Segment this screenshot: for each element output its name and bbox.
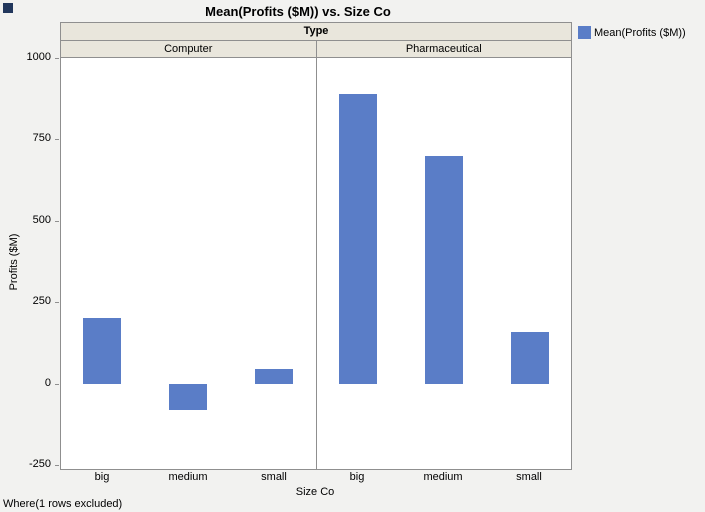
x-tick-label-computer-big: big [94,471,110,483]
x-tick-label-pharmaceutical-small: small [516,471,542,483]
y-tick-label: -250 [28,458,51,470]
y-tick-label: 250 [32,295,51,307]
legend-item[interactable]: Mean(Profits ($M)) [578,26,686,39]
plot-panels [61,58,571,469]
report-marker-icon [3,3,13,13]
y-tick-mark [55,302,59,303]
x-tick-label-pharmaceutical-big: big [349,471,365,483]
bar-pharmaceutical-medium[interactable] [424,156,463,384]
x-axis-title: Size Co [295,486,335,498]
y-tick-label: 500 [32,214,51,226]
chart-area: Type Computer Pharmaceutical [60,22,572,470]
bar-pharmaceutical-small[interactable] [510,332,549,384]
panel-computer[interactable] [61,58,316,469]
y-tick-label: 0 [44,377,51,389]
bar-pharmaceutical-big[interactable] [338,94,377,384]
group-axis-header: Type [61,23,571,41]
bar-computer-medium[interactable] [169,384,207,410]
bar-computer-big[interactable] [83,318,121,384]
group-header-pharmaceutical: Pharmaceutical [315,41,571,57]
where-clause-note: Where(1 rows excluded) [3,498,123,510]
legend-label: Mean(Profits ($M)) [594,26,686,39]
y-axis-title: Profits ($M) [8,233,20,291]
panel-pharmaceutical[interactable] [315,58,571,469]
y-tick-mark [55,58,59,59]
group-header-row: Computer Pharmaceutical [61,41,571,58]
group-header-computer: Computer [61,41,316,57]
y-tick-label: 750 [32,132,51,144]
x-tick-label-computer-medium: medium [168,471,208,483]
y-tick-mark [55,465,59,466]
y-tick-mark [55,384,59,385]
bar-computer-small[interactable] [255,369,293,384]
legend-swatch-icon[interactable] [578,26,591,39]
y-tick-label: 1000 [26,51,51,63]
y-tick-mark [55,221,59,222]
x-tick-label-pharmaceutical-medium: medium [423,471,463,483]
x-axis[interactable]: big medium small big medium small [61,471,571,485]
chart-title: Mean(Profits ($M)) vs. Size Co [205,4,391,19]
x-tick-label-computer-small: small [261,471,287,483]
y-axis[interactable]: 1000 750 500 250 0 -250 [0,51,60,470]
y-tick-mark [55,139,59,140]
